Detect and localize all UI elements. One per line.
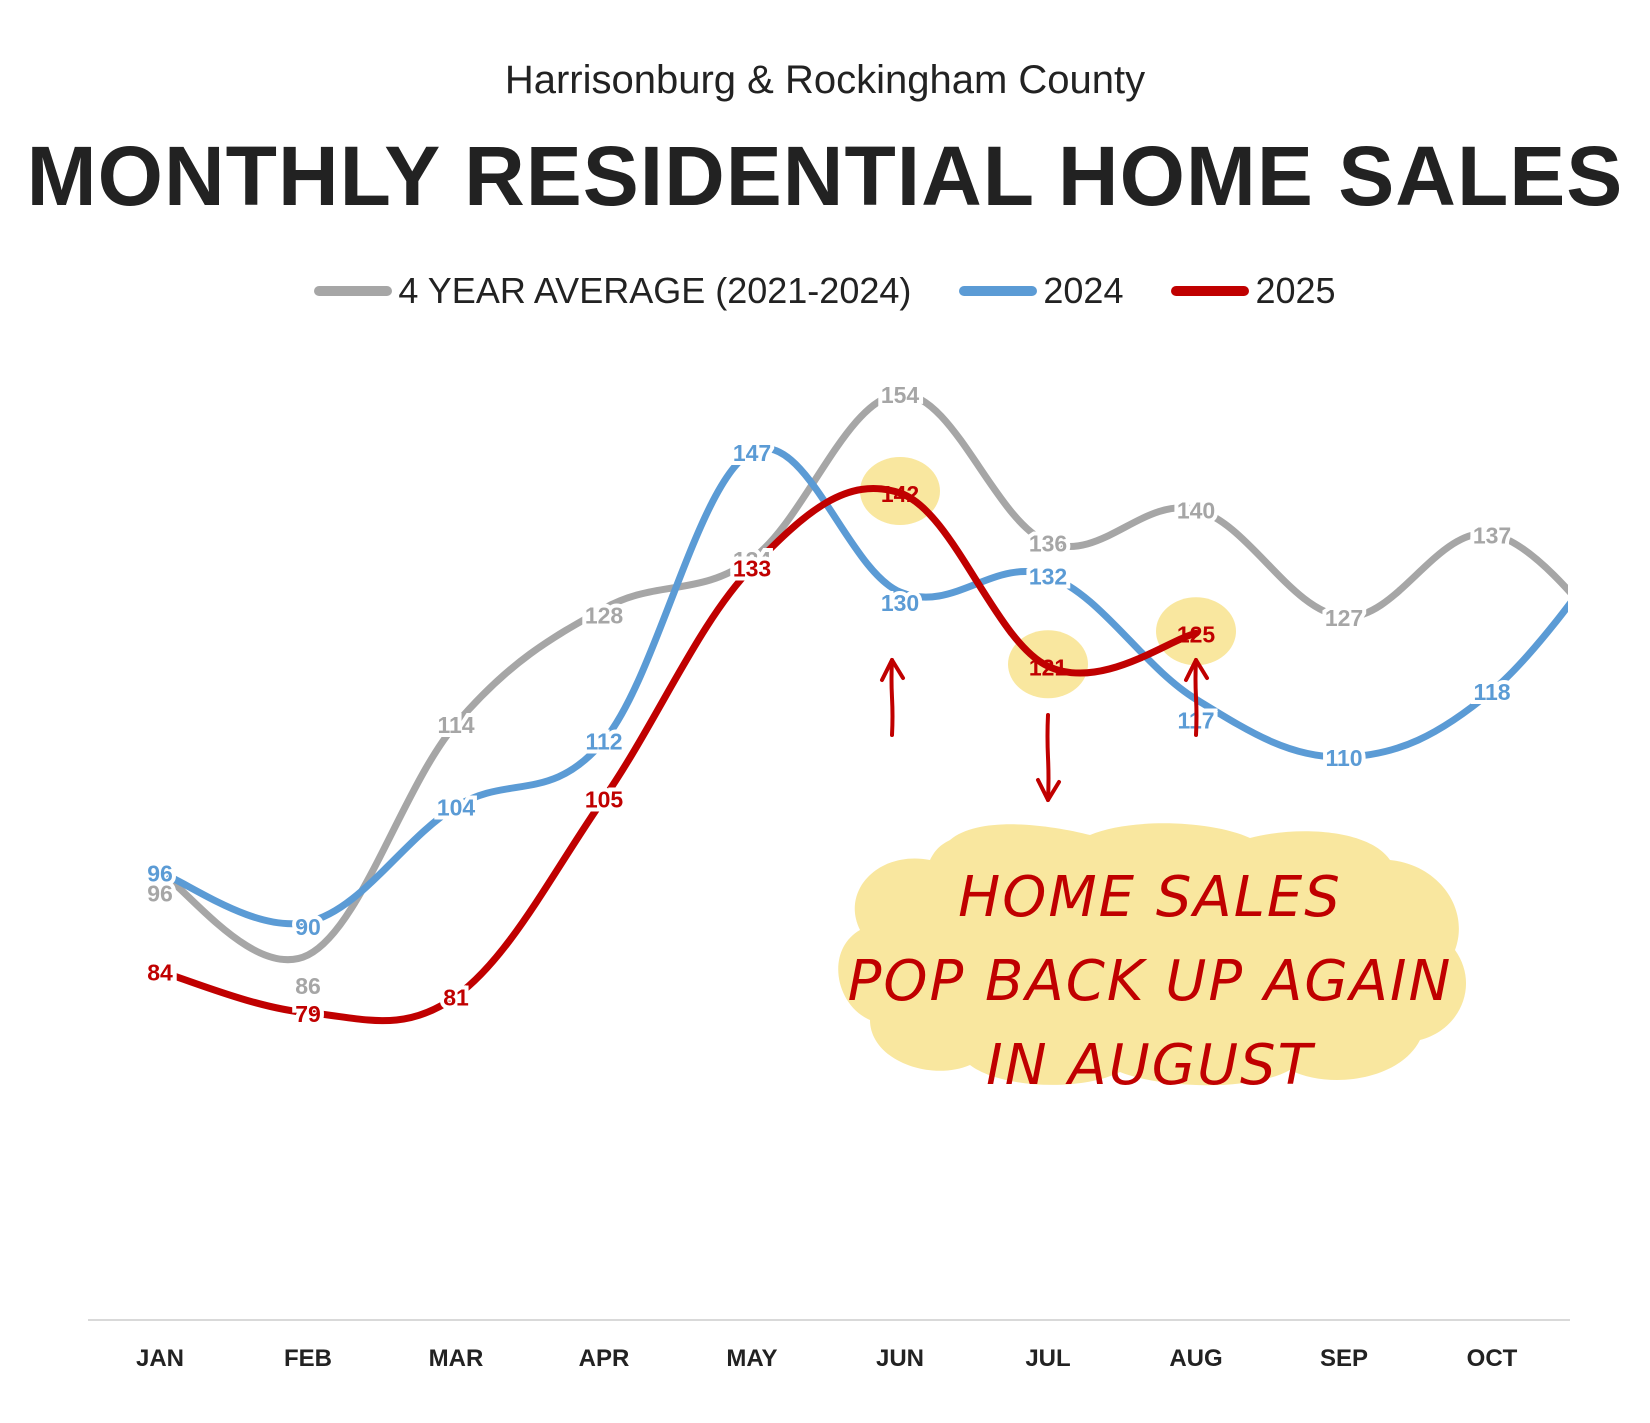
series-line-average: [156, 390, 1568, 964]
legend-item-2025: 2025: [1171, 270, 1336, 312]
data-label-average: 96: [147, 881, 173, 907]
data-label-2025: 105: [585, 786, 624, 812]
annotation-line-2: POP BACK UP AGAIN: [847, 949, 1453, 1014]
annotation-line-1: HOME SALES: [958, 865, 1342, 930]
data-label-2024: 147: [733, 440, 771, 466]
x-tick-label: JAN: [136, 1345, 184, 1372]
data-label-2025: 125: [1177, 621, 1216, 647]
data-label-2024: 112: [585, 729, 622, 755]
x-tick-label: SEP: [1320, 1345, 1368, 1372]
x-tick-label: JUL: [1025, 1345, 1070, 1372]
legend-item-average: 4 YEAR AVERAGE (2021-2024): [314, 270, 911, 312]
arrow-up-icon: [880, 658, 905, 682]
chart-legend: 4 YEAR AVERAGE (2021-2024) 2024 2025: [0, 270, 1650, 312]
data-label-2025: 133: [733, 555, 771, 581]
data-label-2024: 130: [881, 590, 919, 616]
data-label-average: 154: [881, 382, 920, 408]
x-tick-label: APR: [579, 1345, 630, 1372]
arrow-shaft: [1045, 713, 1051, 802]
data-label-2025: 84: [147, 960, 173, 986]
x-tick-label: OCT: [1467, 1345, 1518, 1372]
data-label-average: 140: [1177, 498, 1215, 524]
callout-highlight: [838, 823, 1467, 1086]
data-label-2025: 81: [443, 984, 469, 1010]
series-line-2025: [156, 485, 1200, 1025]
data-label-2025: 142: [881, 481, 919, 507]
annotation-text: HOME SALES POP BACK UP AGAIN IN AUGUST: [830, 856, 1470, 1108]
data-label-2025: 121: [1029, 654, 1068, 680]
x-tick-label: JUN: [876, 1345, 924, 1372]
data-label-2024: 132: [1029, 564, 1067, 590]
x-tick-label: FEB: [284, 1345, 332, 1372]
data-label-average: 128: [585, 603, 624, 629]
legend-swatch-average: [314, 286, 393, 296]
data-label-2024: 104: [437, 795, 476, 821]
series-line-2024: [156, 445, 1568, 928]
data-label-2024: 118: [1473, 679, 1510, 705]
legend-item-2024: 2024: [959, 270, 1123, 312]
legend-swatch-2025: [1171, 286, 1250, 296]
legend-label-average: 4 YEAR AVERAGE (2021-2024): [398, 270, 912, 311]
annotation-callout: HOME SALES POP BACK UP AGAIN IN AUGUST: [830, 820, 1470, 1098]
data-label-average: 127: [1325, 605, 1363, 631]
data-label-2024: 110: [1325, 745, 1362, 771]
x-tick-label: AUG: [1169, 1345, 1222, 1372]
arrow-down-icon: [1036, 778, 1061, 802]
annotation-line-3: IN AUGUST: [986, 1033, 1314, 1098]
legend-swatch-2024: [959, 286, 1038, 296]
chart-title: MONTHLY RESIDENTIAL HOME SALES: [26, 129, 1624, 223]
data-label-average: 134: [733, 547, 772, 573]
data-label-average: 136: [1029, 531, 1067, 557]
x-tick-label: MAY: [726, 1345, 777, 1372]
x-tick-label: MAR: [429, 1345, 484, 1372]
data-label-average: 86: [295, 973, 321, 999]
legend-label-2025: 2025: [1255, 270, 1336, 311]
data-label-average: 137: [1473, 522, 1511, 548]
data-label-2024: 96: [147, 861, 173, 887]
data-label-2024: 90: [295, 914, 321, 940]
arrow-shaft: [889, 658, 895, 737]
arrow-up-icon: [1184, 658, 1209, 682]
data-label-2025: 79: [295, 1001, 321, 1027]
arrow-shaft: [1193, 658, 1199, 737]
data-label-average: 114: [437, 712, 474, 738]
legend-label-2024: 2024: [1043, 270, 1124, 311]
chart-subtitle: Harrisonburg & Rockingham County: [504, 58, 1146, 102]
